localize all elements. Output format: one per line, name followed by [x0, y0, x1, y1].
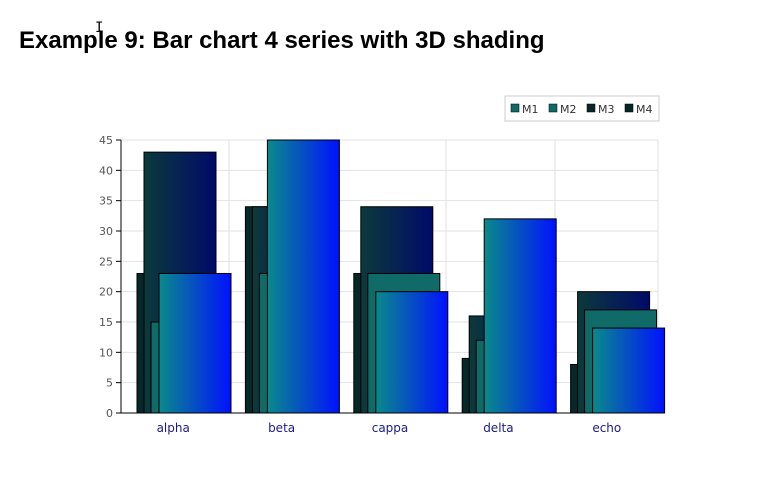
legend-swatch — [624, 103, 634, 113]
legend: M1 M2 M3 M4 — [504, 95, 660, 122]
text-cursor-icon: I — [95, 20, 104, 36]
y-tick-label: 40 — [99, 164, 113, 177]
bar-m2-cappa — [375, 291, 449, 414]
legend-label: M3 — [598, 103, 615, 116]
bars — [136, 139, 666, 414]
legend-label: M4 — [636, 103, 653, 116]
y-tick-label: 45 — [99, 134, 113, 147]
x-tick-label: beta — [268, 421, 295, 435]
legend-box — [504, 95, 660, 122]
bar-m2-delta — [483, 218, 557, 414]
x-tick-label: delta — [483, 421, 513, 435]
y-axis: 0 5 10 15 20 25 30 35 40 45 — [99, 134, 122, 420]
y-tick-label: 20 — [99, 286, 113, 299]
y-tick-label: 0 — [106, 407, 113, 420]
y-tick-label: 35 — [99, 195, 113, 208]
y-tick-label: 30 — [99, 225, 113, 238]
x-tick-label: alpha — [157, 421, 190, 435]
bar-m2-alpha — [158, 272, 232, 414]
y-tick-label: 25 — [99, 255, 113, 268]
legend-label: M2 — [560, 103, 577, 116]
bar-m2-echo — [592, 327, 666, 414]
legend-swatch — [510, 103, 520, 113]
y-tick-label: 5 — [106, 377, 113, 390]
bar-m2-beta — [266, 139, 340, 414]
page-title: Example 9: Bar chart 4 series with 3D sh… — [19, 27, 545, 54]
legend-swatch — [548, 103, 558, 113]
legend-label: M1 — [522, 103, 539, 116]
x-axis: alpha beta cappa delta echo — [121, 412, 663, 435]
y-tick-label: 15 — [99, 316, 113, 329]
y-tick-label: 10 — [99, 346, 113, 359]
legend-swatch — [586, 103, 596, 113]
x-tick-label: echo — [592, 421, 621, 435]
x-tick-label: cappa — [372, 421, 409, 435]
